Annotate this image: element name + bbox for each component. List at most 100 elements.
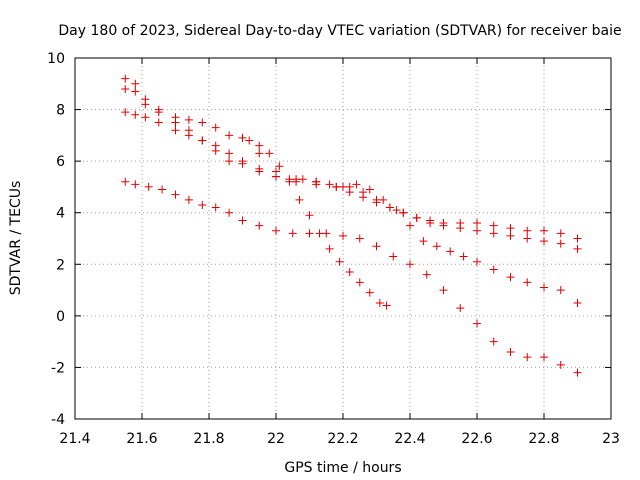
- series-track-2: [121, 85, 581, 253]
- data-point: [473, 320, 481, 328]
- data-point: [490, 265, 498, 273]
- data-point: [557, 286, 565, 294]
- data-point: [155, 118, 163, 126]
- x-tick-label: 22.2: [327, 431, 358, 447]
- data-point: [121, 85, 129, 93]
- data-point: [574, 299, 582, 307]
- data-point: [185, 116, 193, 124]
- data-point: [356, 278, 364, 286]
- x-tick-label: 21.6: [126, 431, 157, 447]
- y-tick-label: -4: [51, 412, 65, 428]
- data-point: [198, 118, 206, 126]
- y-tick-label: 4: [56, 206, 65, 222]
- data-point: [490, 229, 498, 237]
- data-point: [413, 214, 421, 222]
- data-point: [212, 124, 220, 132]
- data-point: [574, 369, 582, 377]
- x-tick-label: 21.8: [193, 431, 224, 447]
- data-point: [265, 149, 273, 157]
- data-point: [473, 219, 481, 227]
- data-point: [346, 268, 354, 276]
- y-tick-label: 10: [47, 51, 65, 67]
- data-point: [540, 283, 548, 291]
- x-tick-label: 22.8: [528, 431, 559, 447]
- data-point: [523, 353, 531, 361]
- data-point: [272, 173, 280, 181]
- data-points: [121, 75, 581, 377]
- x-tick-label: 22: [267, 431, 285, 447]
- y-tick-label: 0: [56, 309, 65, 325]
- data-point: [141, 113, 149, 121]
- data-point: [316, 229, 324, 237]
- data-point: [540, 237, 548, 245]
- data-point: [356, 235, 364, 243]
- data-point: [473, 227, 481, 235]
- data-point: [272, 227, 280, 235]
- data-point: [198, 201, 206, 209]
- data-point: [121, 75, 129, 83]
- data-point: [172, 113, 180, 121]
- data-point: [446, 247, 454, 255]
- data-point: [172, 191, 180, 199]
- data-point: [225, 149, 233, 157]
- data-point: [145, 183, 153, 191]
- x-tick-label: 22.4: [394, 431, 425, 447]
- data-point: [456, 304, 464, 312]
- x-axis-label: GPS time / hours: [284, 460, 401, 476]
- data-point: [507, 273, 515, 281]
- data-point: [339, 232, 347, 240]
- series-track-3: [121, 108, 581, 307]
- data-point: [433, 242, 441, 250]
- data-point: [185, 131, 193, 139]
- data-point: [557, 229, 565, 237]
- data-point: [440, 286, 448, 294]
- data-point: [523, 235, 531, 243]
- data-point: [406, 222, 414, 230]
- data-point: [460, 253, 468, 261]
- data-point: [523, 227, 531, 235]
- data-point: [131, 88, 139, 96]
- x-tick-label: 22.6: [461, 431, 492, 447]
- data-point: [523, 278, 531, 286]
- data-point: [239, 216, 247, 224]
- data-point: [574, 245, 582, 253]
- data-point: [540, 227, 548, 235]
- data-point: [121, 108, 129, 116]
- data-point: [141, 100, 149, 108]
- data-point: [336, 258, 344, 266]
- x-tick-label: 21.4: [59, 431, 90, 447]
- data-point: [255, 149, 263, 157]
- data-point: [326, 245, 334, 253]
- y-tick-label: 2: [56, 257, 65, 273]
- series-track-5: [245, 137, 390, 310]
- chart-title: Day 180 of 2023, Sidereal Day-to-day VTE…: [58, 23, 621, 39]
- data-point: [406, 260, 414, 268]
- data-point: [185, 196, 193, 204]
- data-point: [306, 229, 314, 237]
- data-point: [366, 289, 374, 297]
- data-point: [158, 186, 166, 194]
- data-point: [557, 240, 565, 248]
- y-tick-label: -2: [51, 360, 65, 376]
- data-point: [574, 235, 582, 243]
- y-tick-label: 6: [56, 154, 65, 170]
- data-point: [389, 253, 397, 261]
- y-tick-label: 8: [56, 103, 65, 119]
- data-point: [295, 196, 303, 204]
- x-tick-label: 23: [602, 431, 620, 447]
- data-point: [131, 111, 139, 119]
- data-point: [507, 348, 515, 356]
- data-point: [339, 183, 347, 191]
- data-point: [373, 242, 381, 250]
- data-point: [121, 178, 129, 186]
- data-point: [306, 211, 314, 219]
- data-point: [255, 222, 263, 230]
- data-point: [212, 142, 220, 150]
- chart: Day 180 of 2023, Sidereal Day-to-day VTE…: [0, 0, 640, 480]
- data-point: [225, 209, 233, 217]
- data-point: [131, 80, 139, 88]
- data-point: [490, 338, 498, 346]
- data-point: [255, 142, 263, 150]
- data-point: [225, 131, 233, 139]
- data-point: [456, 224, 464, 232]
